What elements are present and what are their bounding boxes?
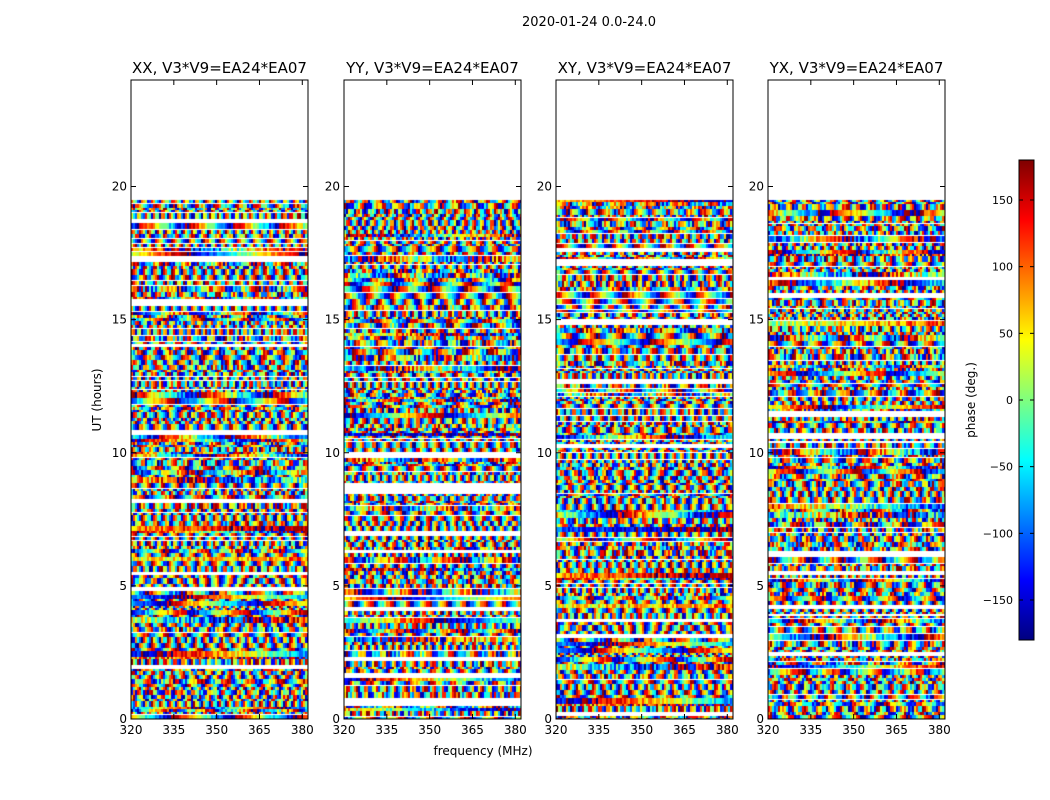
x-tick-label: 320 <box>757 723 780 737</box>
y-tick-label: 5 <box>756 579 764 593</box>
y-tick-label: 0 <box>756 712 764 726</box>
panel-frame <box>130 79 309 720</box>
colorbar-label: phase (deg.) <box>964 362 978 438</box>
y-tick-label: 10 <box>537 446 552 460</box>
y-tick-label: 15 <box>749 313 764 327</box>
x-tick-label: 380 <box>928 723 951 737</box>
x-tick-label: 365 <box>673 723 696 737</box>
y-tick-label: 20 <box>112 180 127 194</box>
panel-frame <box>767 79 946 720</box>
panel-title: XX, V3*V9=EA24*EA07 <box>132 59 307 77</box>
y-tick-label: 20 <box>537 180 552 194</box>
y-tick-label: 15 <box>537 313 552 327</box>
panel-title: XY, V3*V9=EA24*EA07 <box>558 59 732 77</box>
y-tick-label: 5 <box>332 579 340 593</box>
panel-title: YX, V3*V9=EA24*EA07 <box>769 59 944 77</box>
panel-yy: YY, V3*V9=EA24*EA07 320 335 350 365 380 0 5 10 15… <box>325 59 527 737</box>
y-tick-label: 15 <box>325 313 340 327</box>
y-tick-label: 5 <box>544 579 552 593</box>
x-tick-label: 320 <box>120 723 143 737</box>
y-tick-label: 10 <box>112 446 127 460</box>
phase-heatmap-xy <box>556 80 733 719</box>
x-tick-label: 335 <box>162 723 185 737</box>
x-tick-label: 365 <box>461 723 484 737</box>
x-tick-label: 350 <box>418 723 441 737</box>
panel-yx: YX, V3*V9=EA24*EA07 320 335 350 365 380 0 5 10 15… <box>749 59 951 737</box>
y-tick-label: 0 <box>544 712 552 726</box>
colorbar-tick-label: 100 <box>992 261 1013 274</box>
y-tick-label: 10 <box>325 446 340 460</box>
y-tick-label: 15 <box>112 313 127 327</box>
colorbar-tick-label: −150 <box>983 594 1013 607</box>
x-tick-label: 335 <box>799 723 822 737</box>
colorbar-tick-label: −100 <box>983 527 1013 540</box>
panel-frame <box>555 79 734 720</box>
panel-frame <box>343 79 522 720</box>
x-tick-label: 365 <box>248 723 271 737</box>
figure-title: 2020-01-24 0.0-24.0 <box>522 15 656 30</box>
colorbar-tick-label: 50 <box>999 327 1013 340</box>
x-tick-label: 320 <box>333 723 356 737</box>
y-tick-label: 20 <box>749 180 764 194</box>
x-tick-label: 350 <box>842 723 865 737</box>
x-tick-label: 335 <box>587 723 610 737</box>
y-tick-label: 0 <box>119 712 127 726</box>
y-axis-label: UT (hours) <box>90 368 104 431</box>
x-axis-label: frequency (MHz) <box>433 744 532 758</box>
panel-xx: XX, V3*V9=EA24*EA07 320 335 350 365 380 0 5 10 15… <box>112 59 314 737</box>
colorbar-tick-label: 0 <box>1006 394 1013 407</box>
phase-heatmap-xx <box>131 80 308 719</box>
y-tick-label: 20 <box>325 180 340 194</box>
phase-heatmap-yx <box>768 80 945 719</box>
x-tick-label: 350 <box>205 723 228 737</box>
y-tick-label: 0 <box>332 712 340 726</box>
y-tick-label: 5 <box>119 579 127 593</box>
x-tick-label: 380 <box>504 723 527 737</box>
x-tick-label: 380 <box>291 723 314 737</box>
phase-heatmap-yy <box>344 80 521 719</box>
x-tick-label: 365 <box>885 723 908 737</box>
panel-title: YY, V3*V9=EA24*EA07 <box>345 59 519 77</box>
panels-group: XX, V3*V9=EA24*EA07 320 335 350 365 380 0 5 10 15… <box>112 59 951 737</box>
colorbar-tick-label: 150 <box>992 194 1013 207</box>
x-tick-label: 350 <box>630 723 653 737</box>
panel-xy: XY, V3*V9=EA24*EA07 320 335 350 365 380 0 5 10 15… <box>537 59 739 737</box>
y-tick-label: 10 <box>749 446 764 460</box>
x-tick-label: 380 <box>716 723 739 737</box>
colorbar-tick-label: −50 <box>990 461 1013 474</box>
x-tick-label: 320 <box>545 723 568 737</box>
x-tick-label: 335 <box>375 723 398 737</box>
colorbar: −150 −100 −50 0 50 100 150 <box>983 159 1035 641</box>
